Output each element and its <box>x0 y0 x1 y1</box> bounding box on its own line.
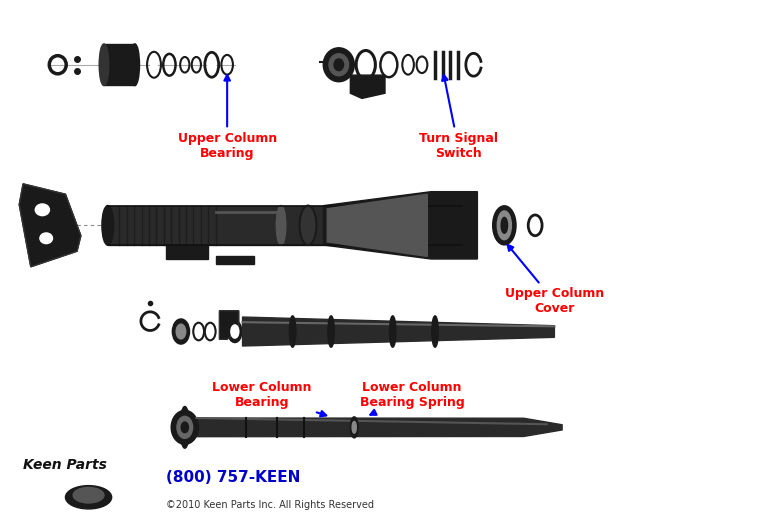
Text: Upper Column
Bearing: Upper Column Bearing <box>178 75 276 160</box>
Polygon shape <box>108 206 462 245</box>
Polygon shape <box>327 194 427 256</box>
Ellipse shape <box>497 211 511 240</box>
Ellipse shape <box>151 59 157 70</box>
Ellipse shape <box>181 422 188 433</box>
Ellipse shape <box>65 486 112 509</box>
Ellipse shape <box>208 59 216 71</box>
Ellipse shape <box>323 48 354 82</box>
Polygon shape <box>216 256 254 264</box>
Polygon shape <box>323 192 477 259</box>
Polygon shape <box>104 44 135 85</box>
Ellipse shape <box>300 206 316 245</box>
Text: ©2010 Keen Parts Inc. All Rights Reserved: ©2010 Keen Parts Inc. All Rights Reserve… <box>166 500 373 510</box>
Text: Lower Column
Bearing: Lower Column Bearing <box>212 381 326 416</box>
Polygon shape <box>219 311 239 339</box>
Text: Upper Column
Cover: Upper Column Cover <box>505 245 604 315</box>
Ellipse shape <box>172 319 189 344</box>
Text: Keen Parts: Keen Parts <box>23 458 107 472</box>
Ellipse shape <box>130 44 139 85</box>
Ellipse shape <box>493 206 516 245</box>
Polygon shape <box>196 418 562 437</box>
Ellipse shape <box>352 422 356 433</box>
Polygon shape <box>19 184 81 267</box>
Ellipse shape <box>228 321 242 342</box>
Ellipse shape <box>231 325 239 338</box>
Ellipse shape <box>73 487 104 503</box>
Polygon shape <box>166 245 208 259</box>
Ellipse shape <box>276 206 286 245</box>
Ellipse shape <box>334 59 343 70</box>
Ellipse shape <box>180 407 189 448</box>
Ellipse shape <box>501 218 507 233</box>
Ellipse shape <box>176 324 186 339</box>
Ellipse shape <box>40 233 52 243</box>
Ellipse shape <box>35 204 49 215</box>
Ellipse shape <box>432 316 438 347</box>
Ellipse shape <box>531 220 539 231</box>
Text: (800) 757-KEEN: (800) 757-KEEN <box>166 470 300 485</box>
Text: Turn Signal
Switch: Turn Signal Switch <box>419 75 497 160</box>
Ellipse shape <box>330 54 348 76</box>
Ellipse shape <box>361 57 370 72</box>
Ellipse shape <box>171 410 198 444</box>
Ellipse shape <box>177 416 192 438</box>
Ellipse shape <box>350 417 358 438</box>
Ellipse shape <box>102 206 114 245</box>
Polygon shape <box>243 317 554 346</box>
Ellipse shape <box>290 316 296 347</box>
Polygon shape <box>350 75 385 98</box>
Ellipse shape <box>328 316 334 347</box>
Ellipse shape <box>99 44 109 85</box>
Ellipse shape <box>390 316 396 347</box>
Text: Lower Column
Bearing Spring: Lower Column Bearing Spring <box>360 381 464 415</box>
